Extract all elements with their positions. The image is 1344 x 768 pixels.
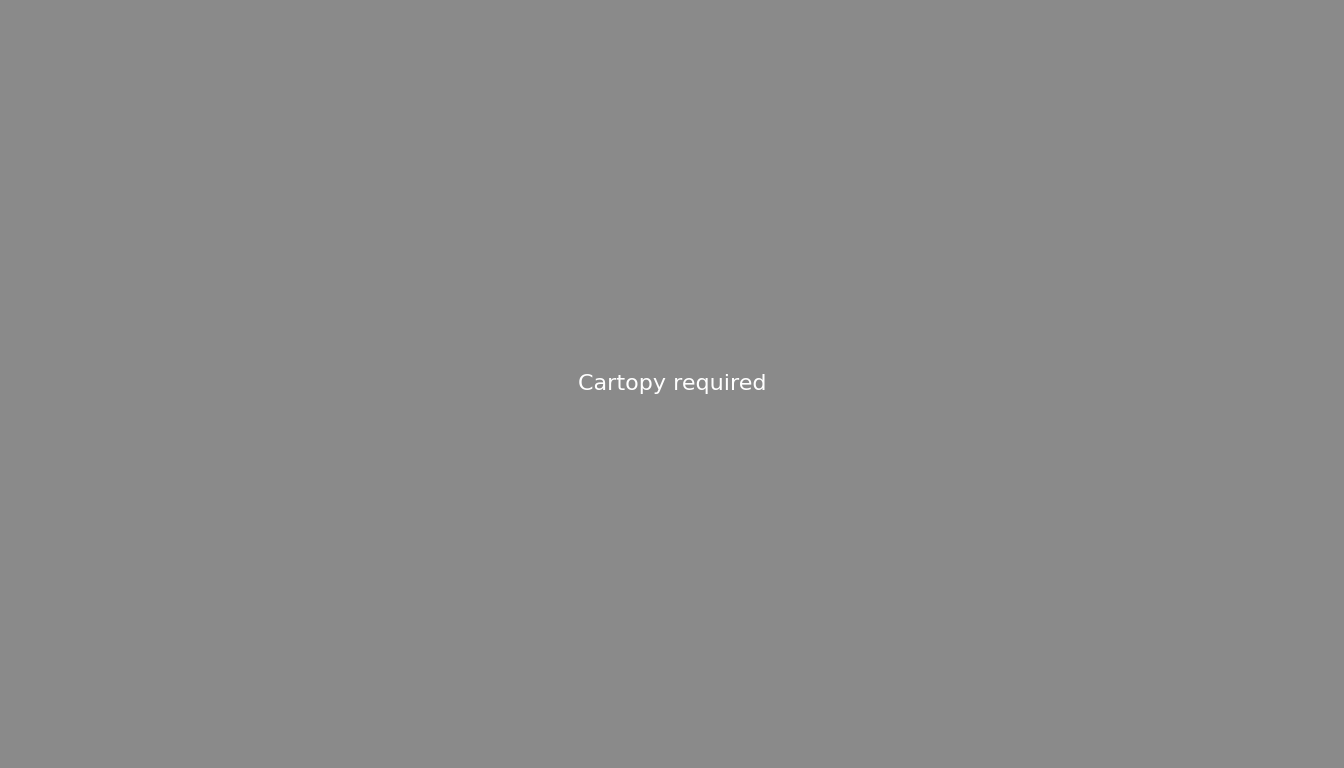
Text: Cartopy required: Cartopy required (578, 374, 766, 394)
